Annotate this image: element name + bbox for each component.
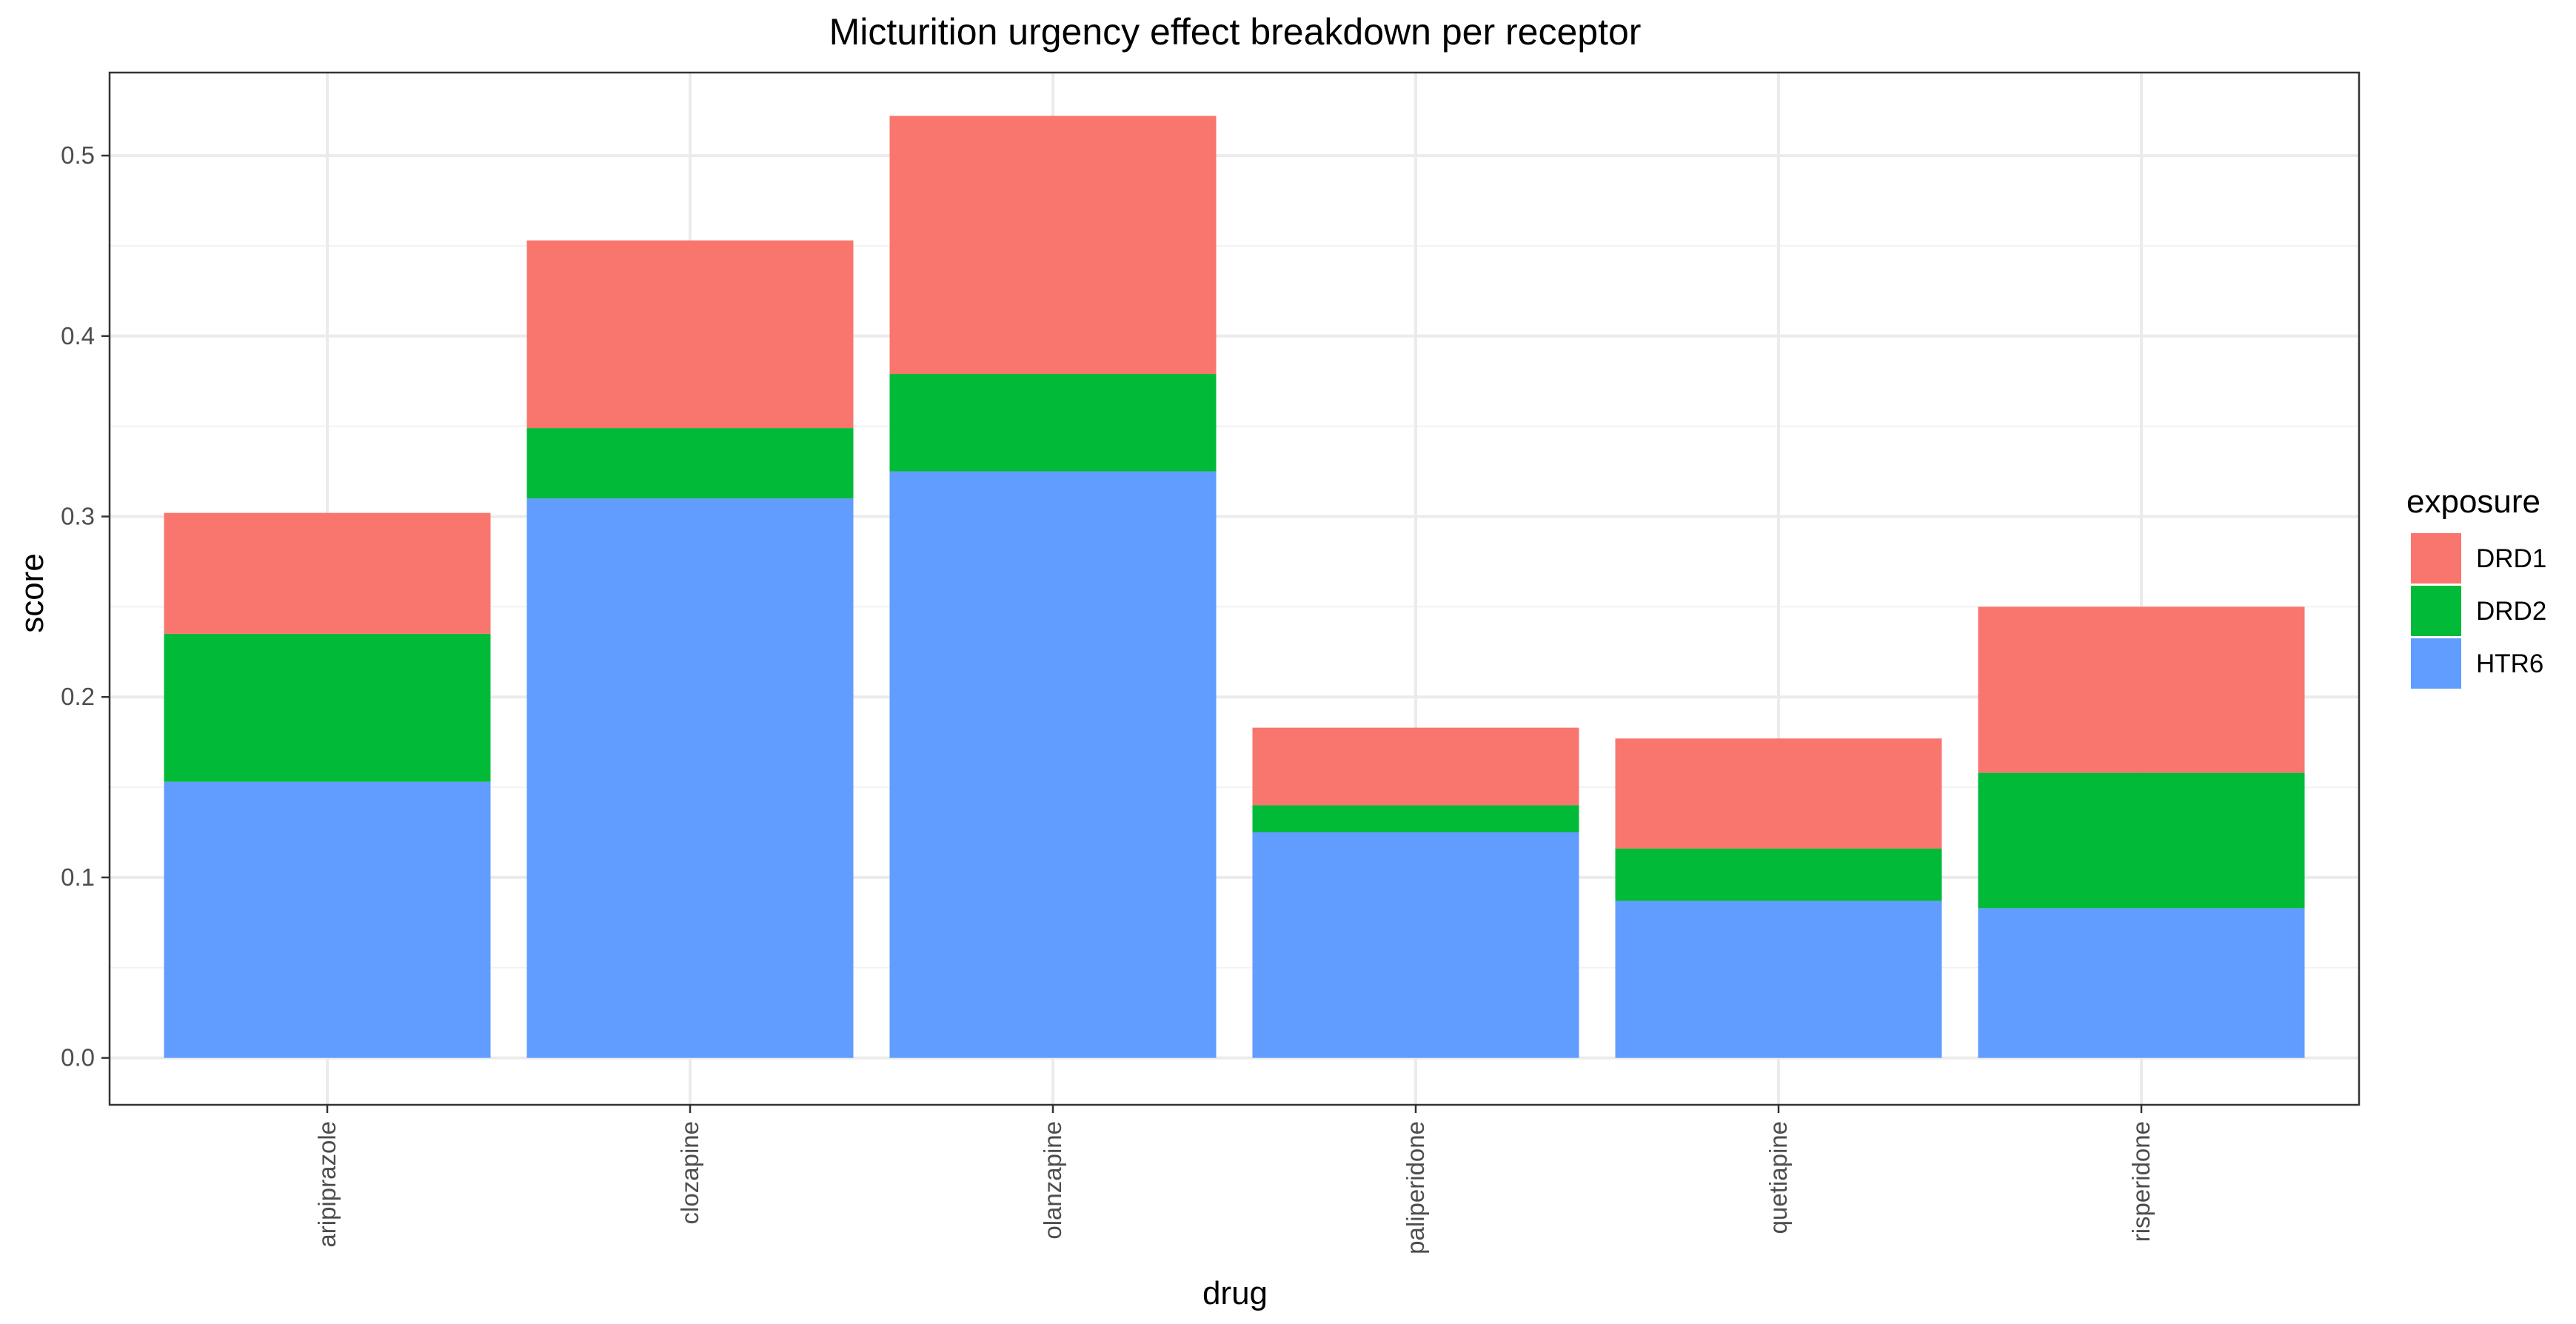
y-tick-label: 0.3: [61, 503, 95, 530]
x-tick-label: aripiprazole: [313, 1121, 341, 1248]
legend-title: exposure: [2406, 484, 2540, 520]
bar-paliperidone-drd2: [1252, 805, 1579, 833]
bar-paliperidone-htr6: [1252, 832, 1579, 1058]
y-tick-label: 0.0: [61, 1044, 95, 1071]
plot-area: 0.0 0.1 0.2 0.3 0.4 0.5 aripiprazole clozapine o…: [61, 71, 2361, 1254]
legend-label-drd1: DRD1: [2476, 544, 2546, 573]
y-axis-title: score: [14, 553, 50, 633]
bar-quetiapine-drd1: [1615, 738, 1942, 849]
bar-quetiapine-drd2: [1615, 848, 1942, 901]
y-tick-label: 0.5: [61, 141, 95, 169]
y-tick-label: 0.1: [61, 863, 95, 891]
bar-paliperidone-drd1: [1252, 727, 1579, 806]
bar-clozapine-htr6: [526, 498, 854, 1058]
x-tick-label: olanzapine: [1039, 1121, 1066, 1240]
legend-label-drd2: DRD2: [2476, 597, 2546, 626]
x-tick-label: risperidone: [2127, 1121, 2155, 1242]
chart-title: Micturition urgency effect breakdown per…: [829, 11, 1642, 53]
y-tick-label: 0.2: [61, 683, 95, 710]
legend-swatch-drd1: [2411, 533, 2461, 584]
bar-olanzapine-drd1: [889, 116, 1217, 374]
legend-label-htr6: HTR6: [2476, 649, 2543, 678]
x-tick-label: clozapine: [676, 1121, 703, 1224]
x-axis-title: drug: [1202, 1275, 1268, 1311]
panel-border: [108, 71, 2361, 1106]
bar-olanzapine-drd2: [889, 373, 1217, 472]
bar-olanzapine-htr6: [889, 471, 1217, 1058]
bar-risperidone-drd2: [1978, 772, 2305, 909]
y-tick-label: 0.4: [61, 322, 95, 350]
bar-risperidone-drd1: [1978, 606, 2305, 773]
legend-swatch-htr6: [2411, 638, 2461, 689]
bar-aripiprazole-htr6: [164, 781, 491, 1058]
bar-aripiprazole-drd2: [164, 633, 491, 782]
legend-swatch-drd2: [2411, 586, 2461, 636]
legend: exposure DRD1 DRD2 HTR6: [2406, 484, 2546, 689]
bar-clozapine-drd1: [526, 240, 854, 429]
bar-quetiapine-htr6: [1615, 900, 1942, 1058]
bar-risperidone-htr6: [1978, 908, 2305, 1058]
x-tick-label: quetiapine: [1764, 1121, 1792, 1234]
bar-clozapine-drd2: [526, 428, 854, 499]
x-tick-label: paliperidone: [1402, 1121, 1429, 1254]
bar-aripiprazole-drd1: [164, 512, 491, 634]
